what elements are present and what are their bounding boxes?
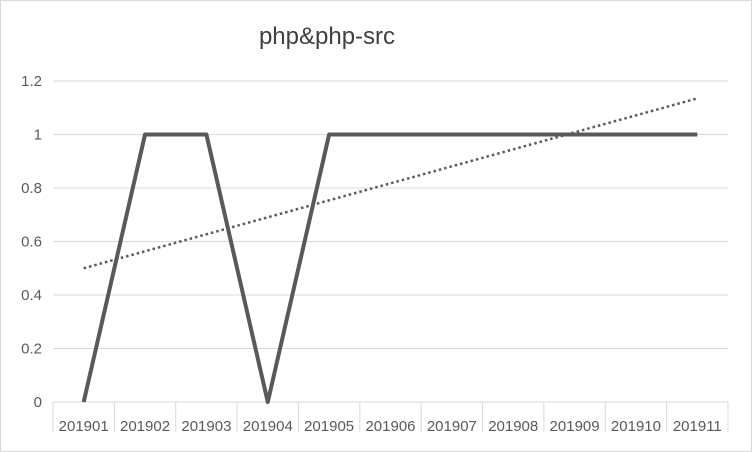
- x-tick-label: 201910: [611, 418, 661, 435]
- series-line: [81, 132, 698, 404]
- series-group: [81, 132, 698, 404]
- trendline-group: [83, 97, 698, 270]
- trendline: [83, 97, 698, 270]
- y-tick-label: 0.2: [21, 341, 42, 358]
- y-tick-label: 1: [34, 127, 42, 144]
- x-tick-label: 201904: [243, 418, 293, 435]
- gridlines: [53, 80, 728, 403]
- y-tick-label: 0: [34, 394, 42, 411]
- x-axis: 201901 201902 201903 201904 201905 201906 2019…: [52, 402, 729, 435]
- x-tick-label: 201911: [673, 418, 722, 435]
- x-tick-label: 201903: [181, 418, 231, 435]
- y-tick-label: 0.8: [21, 180, 42, 197]
- x-tick-label: 201907: [427, 418, 477, 435]
- y-axis: 0 0.2 0.4 0.6 0.8 1 1.2: [21, 73, 42, 411]
- x-tick-label: 201905: [304, 418, 354, 435]
- x-tick-label: 201908: [488, 418, 538, 435]
- x-tick-label: 201906: [365, 418, 415, 435]
- y-tick-label: 0.6: [21, 234, 42, 251]
- x-tick-label: 201909: [550, 418, 600, 435]
- y-tick-label: 1.2: [21, 73, 42, 90]
- x-tick-label: 201902: [120, 418, 170, 435]
- y-tick-label: 0.4: [21, 287, 42, 304]
- x-tick-label: 201901: [59, 418, 109, 435]
- chart-title: php&php-src: [258, 23, 396, 50]
